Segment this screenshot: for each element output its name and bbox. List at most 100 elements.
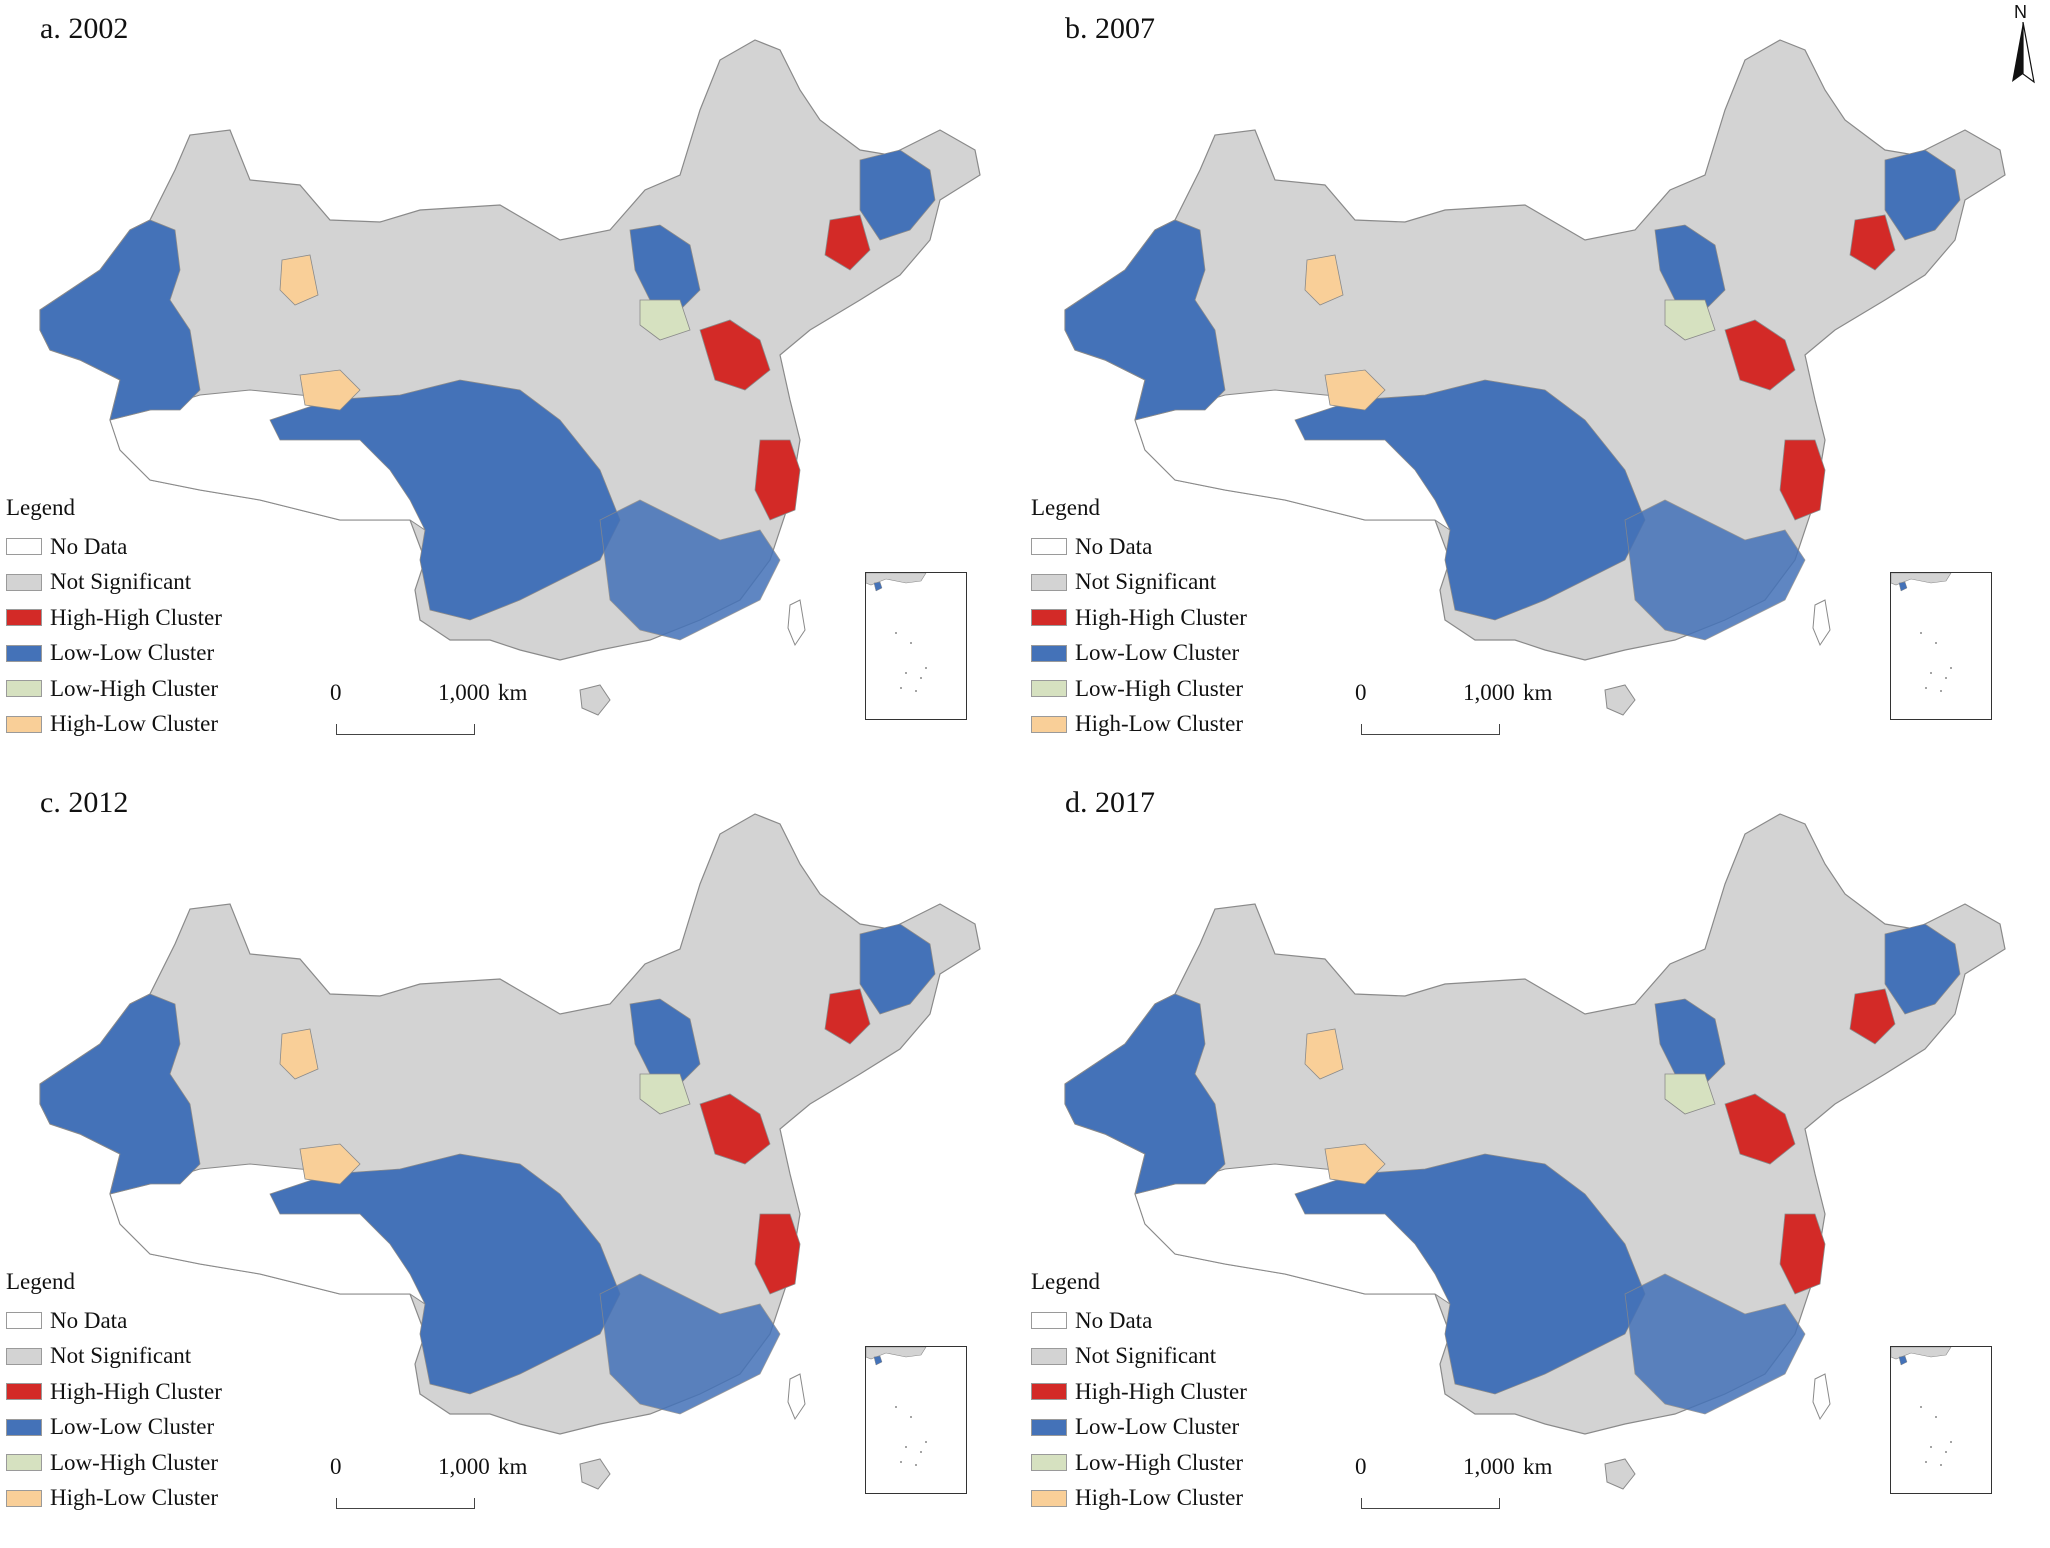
- legend-swatch: [6, 680, 42, 698]
- legend-label: No Data: [1075, 533, 1153, 559]
- legend-label: Low-Low Cluster: [1075, 640, 1240, 666]
- legend-label: High-High Cluster: [50, 1378, 222, 1404]
- legend-swatch: [1031, 1489, 1067, 1507]
- scale-max-label: 1,000: [1463, 1454, 1515, 1479]
- high-high-region-northeast: [1849, 214, 1896, 271]
- legend-item-low-high: Low-High Cluster: [6, 1445, 222, 1481]
- scale-bar: 0 1,000 km: [1351, 680, 1552, 774]
- low-low-region-south: [599, 499, 781, 641]
- taiwan-island: [787, 1373, 806, 1421]
- high-high-region-northeast: [824, 988, 871, 1045]
- low-high-region: [1664, 299, 1716, 341]
- scale-bar: 0 1,000 km: [326, 1454, 527, 1548]
- legend-item-high-low: High-Low Cluster: [1031, 1481, 1247, 1517]
- south-china-sea-inset: [865, 572, 967, 720]
- legend-title: Legend: [1031, 1269, 1100, 1294]
- north-arrow-icon: [2012, 22, 2035, 84]
- legend-item-high-low: High-Low Cluster: [6, 1481, 222, 1517]
- legend-item-high-high: High-High Cluster: [1031, 600, 1247, 636]
- low-low-region-plateau: [1294, 379, 1646, 621]
- low-low-region-west: [1064, 219, 1226, 421]
- high-low-region: [299, 1143, 361, 1185]
- north-arrow: N: [2010, 2, 2040, 86]
- hainan-island: [1604, 684, 1636, 716]
- scale-zero-label: 0: [1355, 680, 1367, 705]
- low-low-region-south: [1624, 499, 1806, 641]
- high-high-region-northeast: [1849, 988, 1896, 1045]
- legend-item-not-significant: Not Significant: [1031, 565, 1247, 601]
- legend-swatch: [1031, 644, 1067, 662]
- cluster-map: [39, 39, 981, 716]
- scale-max-label: 1,000: [438, 680, 490, 705]
- legend-swatch: [6, 1489, 42, 1507]
- legend-swatch: [1031, 1454, 1067, 1472]
- low-low-region-south: [599, 1273, 781, 1415]
- legend-swatch: [1031, 1312, 1067, 1330]
- high-low-region: [1304, 254, 1344, 306]
- scale-line: [336, 724, 475, 735]
- legend-item-not-significant: Not Significant: [1031, 1339, 1247, 1375]
- high-low-region: [1324, 1143, 1386, 1185]
- low-low-region-west: [39, 219, 201, 421]
- legend-title: Legend: [6, 495, 75, 520]
- legend-swatch: [6, 609, 42, 627]
- high-high-region-east: [1779, 439, 1826, 521]
- low-low-region-north: [629, 224, 701, 311]
- inset-map: [1890, 572, 1952, 692]
- legend-item-low-high: Low-High Cluster: [1031, 671, 1247, 707]
- cluster-map: [1064, 813, 2006, 1490]
- low-low-region-north: [1654, 224, 1726, 311]
- scale-zero-label: 0: [1355, 1454, 1367, 1479]
- high-high-region-north-china: [699, 319, 771, 391]
- hainan-island: [579, 684, 611, 716]
- low-low-region-plateau: [1294, 1153, 1646, 1395]
- legend-swatch: [6, 1383, 42, 1401]
- legend-label: Not Significant: [1075, 1343, 1217, 1369]
- hainan-island: [1604, 1458, 1636, 1490]
- legend-swatch: [6, 1418, 42, 1436]
- low-low-region-northeast: [1884, 923, 1961, 1015]
- panel-title: d. 2017: [1065, 786, 1155, 819]
- map-panel-c: c. 2012: [0, 774, 1025, 1548]
- low-low-region-plateau: [269, 379, 621, 621]
- legend: Legend No Data Not Significant High-High…: [1031, 495, 1247, 742]
- legend-item-high-high: High-High Cluster: [1031, 1374, 1247, 1410]
- legend-swatch: [1031, 538, 1067, 556]
- high-high-region-north-china: [699, 1093, 771, 1165]
- south-china-sea-inset: [1890, 572, 1992, 720]
- legend-item-high-low: High-Low Cluster: [6, 707, 222, 743]
- high-high-region-east: [1779, 1213, 1826, 1295]
- cluster-map: [39, 813, 981, 1490]
- scale-max-label: 1,000: [438, 1454, 490, 1479]
- taiwan-island: [1812, 599, 1831, 647]
- low-low-region-northeast: [859, 923, 936, 1015]
- hainan-island: [579, 1458, 611, 1490]
- scale-max-label: 1,000: [1463, 680, 1515, 705]
- legend: Legend No Data Not Significant High-High…: [1031, 1269, 1247, 1516]
- legend-swatch: [1031, 609, 1067, 627]
- low-low-region-west: [1064, 993, 1226, 1195]
- legend-item-high-high: High-High Cluster: [6, 1374, 222, 1410]
- legend-item-low-low: Low-Low Cluster: [6, 636, 222, 672]
- scale-line: [1361, 724, 1500, 735]
- legend-swatch: [1031, 1347, 1067, 1365]
- legend-item-no-data: No Data: [1031, 1303, 1247, 1339]
- legend-label: Low-High Cluster: [50, 1449, 219, 1475]
- scale-zero-label: 0: [330, 680, 342, 705]
- legend-swatch: [6, 644, 42, 662]
- legend-swatch: [6, 715, 42, 733]
- legend-label: No Data: [50, 1307, 128, 1333]
- high-high-region-north-china: [1724, 319, 1796, 391]
- legend-item-no-data: No Data: [6, 529, 222, 565]
- legend-swatch: [6, 1454, 42, 1472]
- legend-label: Low-Low Cluster: [1075, 1414, 1240, 1440]
- legend-label: High-High Cluster: [50, 604, 222, 630]
- low-low-region-north: [1654, 998, 1726, 1085]
- high-low-region: [1304, 1028, 1344, 1080]
- taiwan-island: [787, 599, 806, 647]
- scale-zero-label: 0: [330, 1454, 342, 1479]
- legend-title: Legend: [1031, 495, 1100, 520]
- map-panel-d: d. 2017: [1025, 774, 2050, 1548]
- low-low-region-north: [629, 998, 701, 1085]
- high-high-region-east: [754, 1213, 801, 1295]
